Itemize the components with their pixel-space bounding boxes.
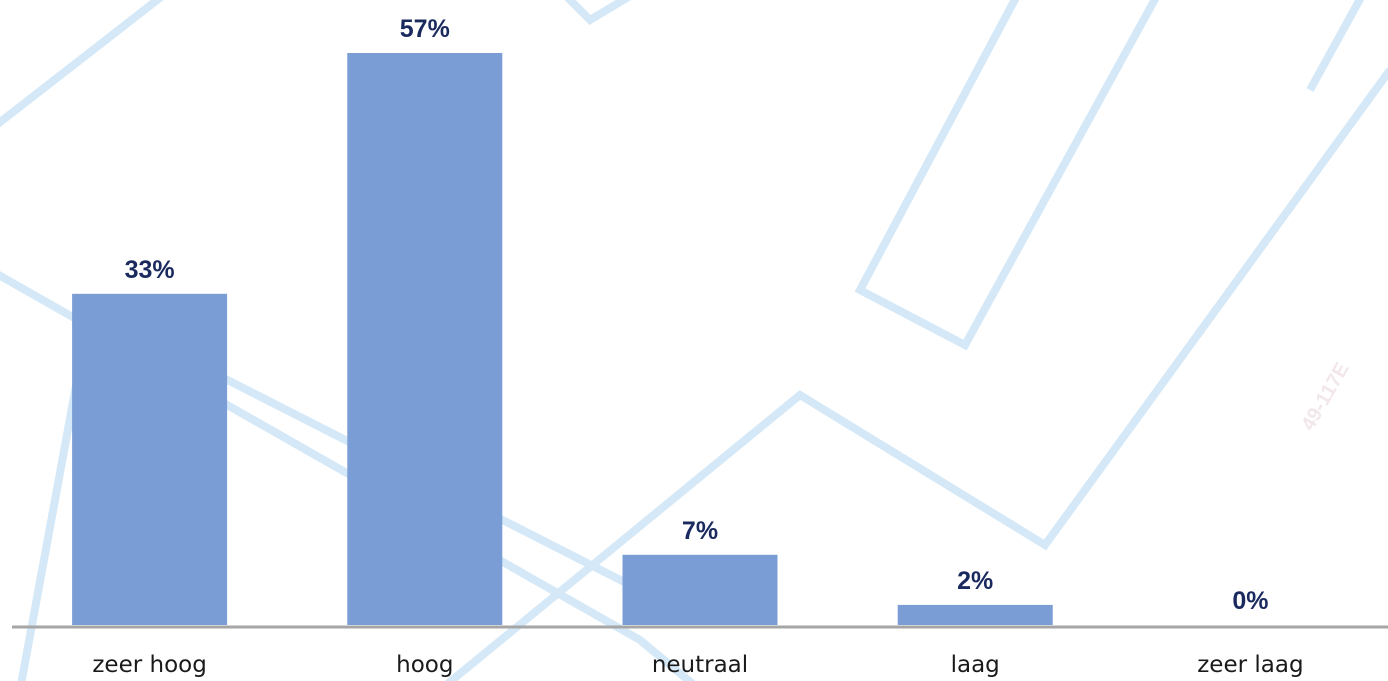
watermark-line [0, 0, 164, 128]
watermark-text: 49-117E [1297, 359, 1353, 435]
category-label: laag [951, 652, 1000, 678]
bars [72, 53, 1053, 625]
bar-value-label: 0% [1232, 587, 1268, 615]
bar-neutraal [622, 554, 778, 625]
bar-hoog [347, 53, 503, 625]
category-label: hoog [396, 652, 453, 678]
category-labels: zeer hoog hoog neutraal laag zeer laag [92, 652, 1303, 678]
bar-zeer-hoog [72, 293, 228, 625]
bar-value-label: 2% [957, 567, 993, 595]
watermark-line [564, 0, 632, 26]
value-labels: 33% 57% 7% 2% 0% [125, 15, 1269, 615]
bar-laag [897, 604, 1053, 625]
watermark-line [854, 0, 1160, 351]
category-label: zeer hoog [92, 652, 206, 678]
category-label: zeer laag [1197, 652, 1303, 678]
watermark-line [1306, 0, 1365, 92]
bar-value-label: 57% [400, 15, 450, 43]
bar-value-label: 7% [682, 517, 718, 545]
category-label: neutraal [652, 652, 748, 678]
watermark-line [444, 67, 1388, 681]
bar-value-label: 33% [125, 256, 175, 284]
